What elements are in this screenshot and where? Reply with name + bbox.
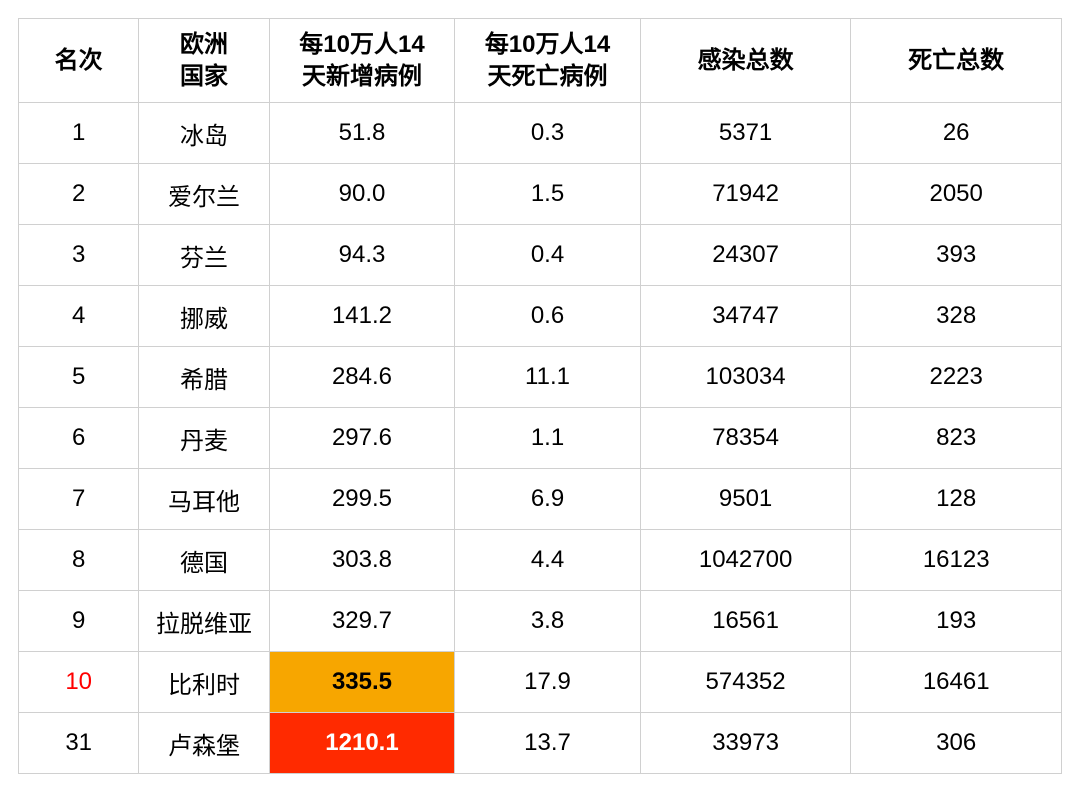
cell-rank: 9 [19,591,139,652]
cell-rank: 1 [19,103,139,164]
cell-total-deaths: 16461 [851,652,1062,713]
cell-total-infections: 103034 [640,347,851,408]
cell-new-cases: 335.5 [269,652,455,713]
cell-total-infections: 24307 [640,225,851,286]
table-row: 10 比利时 335.5 17.9 574352 16461 [19,652,1062,713]
cell-rank: 8 [19,530,139,591]
cell-country: 卢森堡 [139,713,269,774]
cell-deaths-14d: 0.4 [455,225,641,286]
cell-country: 挪威 [139,286,269,347]
table-header-row: 名次 欧洲国家 每10万人14天新增病例 每10万人14天死亡病例 感染总数 死… [19,19,1062,103]
cell-country: 德国 [139,530,269,591]
cell-total-infections: 1042700 [640,530,851,591]
cell-new-cases: 90.0 [269,164,455,225]
cell-deaths-14d: 1.5 [455,164,641,225]
cell-rank: 31 [19,713,139,774]
table-row: 5 希腊 284.6 11.1 103034 2223 [19,347,1062,408]
cell-country: 希腊 [139,347,269,408]
cell-total-deaths: 2050 [851,164,1062,225]
cell-total-deaths: 328 [851,286,1062,347]
cell-new-cases: 284.6 [269,347,455,408]
covid-europe-table: 名次 欧洲国家 每10万人14天新增病例 每10万人14天死亡病例 感染总数 死… [18,18,1062,774]
cell-rank: 3 [19,225,139,286]
cell-country: 芬兰 [139,225,269,286]
cell-country: 冰岛 [139,103,269,164]
table-row: 4 挪威 141.2 0.6 34747 328 [19,286,1062,347]
cell-rank: 5 [19,347,139,408]
cell-new-cases: 94.3 [269,225,455,286]
cell-total-deaths: 823 [851,408,1062,469]
cell-total-deaths: 306 [851,713,1062,774]
cell-new-cases: 141.2 [269,286,455,347]
cell-new-cases: 1210.1 [269,713,455,774]
cell-total-deaths: 16123 [851,530,1062,591]
cell-deaths-14d: 6.9 [455,469,641,530]
header-total-infections: 感染总数 [640,19,851,103]
cell-new-cases: 299.5 [269,469,455,530]
header-new-cases: 每10万人14天新增病例 [269,19,455,103]
header-rank: 名次 [19,19,139,103]
cell-total-infections: 34747 [640,286,851,347]
cell-deaths-14d: 0.6 [455,286,641,347]
cell-total-deaths: 193 [851,591,1062,652]
data-table: 名次 欧洲国家 每10万人14天新增病例 每10万人14天死亡病例 感染总数 死… [18,18,1062,774]
table-row: 6 丹麦 297.6 1.1 78354 823 [19,408,1062,469]
cell-total-infections: 33973 [640,713,851,774]
cell-deaths-14d: 1.1 [455,408,641,469]
table-row: 3 芬兰 94.3 0.4 24307 393 [19,225,1062,286]
cell-country: 丹麦 [139,408,269,469]
cell-new-cases: 51.8 [269,103,455,164]
table-row: 8 德国 303.8 4.4 1042700 16123 [19,530,1062,591]
table-row: 1 冰岛 51.8 0.3 5371 26 [19,103,1062,164]
table-row: 31 卢森堡 1210.1 13.7 33973 306 [19,713,1062,774]
header-deaths-14d: 每10万人14天死亡病例 [455,19,641,103]
cell-new-cases: 303.8 [269,530,455,591]
cell-deaths-14d: 13.7 [455,713,641,774]
cell-new-cases: 329.7 [269,591,455,652]
cell-deaths-14d: 4.4 [455,530,641,591]
header-country: 欧洲国家 [139,19,269,103]
table-body: 1 冰岛 51.8 0.3 5371 26 2 爱尔兰 90.0 1.5 719… [19,103,1062,774]
cell-total-deaths: 2223 [851,347,1062,408]
cell-rank: 4 [19,286,139,347]
cell-rank: 10 [19,652,139,713]
cell-total-infections: 5371 [640,103,851,164]
cell-new-cases: 297.6 [269,408,455,469]
cell-deaths-14d: 11.1 [455,347,641,408]
cell-rank: 6 [19,408,139,469]
cell-rank: 7 [19,469,139,530]
cell-country: 爱尔兰 [139,164,269,225]
cell-total-infections: 9501 [640,469,851,530]
cell-deaths-14d: 17.9 [455,652,641,713]
cell-country: 马耳他 [139,469,269,530]
cell-total-infections: 16561 [640,591,851,652]
table-row: 2 爱尔兰 90.0 1.5 71942 2050 [19,164,1062,225]
cell-total-deaths: 26 [851,103,1062,164]
cell-rank: 2 [19,164,139,225]
table-row: 9 拉脱维亚 329.7 3.8 16561 193 [19,591,1062,652]
cell-deaths-14d: 3.8 [455,591,641,652]
cell-country: 比利时 [139,652,269,713]
table-row: 7 马耳他 299.5 6.9 9501 128 [19,469,1062,530]
cell-total-infections: 78354 [640,408,851,469]
cell-total-infections: 574352 [640,652,851,713]
cell-total-deaths: 128 [851,469,1062,530]
cell-total-deaths: 393 [851,225,1062,286]
cell-total-infections: 71942 [640,164,851,225]
cell-deaths-14d: 0.3 [455,103,641,164]
cell-country: 拉脱维亚 [139,591,269,652]
header-total-deaths: 死亡总数 [851,19,1062,103]
